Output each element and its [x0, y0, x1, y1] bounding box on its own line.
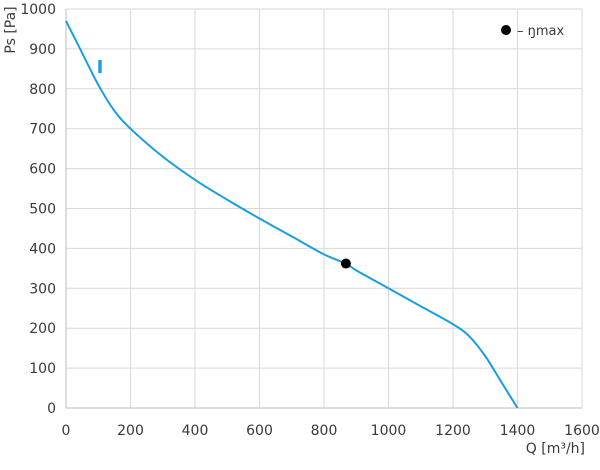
series-line-1 — [65, 20, 519, 409]
x-tick-label: 1400 — [500, 423, 536, 439]
y-tick-label: 100 — [29, 361, 56, 377]
y-tick-label: 900 — [29, 42, 56, 58]
series-layer — [65, 20, 519, 409]
x-tick-label: 1000 — [371, 423, 407, 439]
points-layer — [340, 258, 351, 269]
tick-labels: 0 200 400 600 800 1000 1200 1400 1600 0 100 200 300 4… — [20, 2, 599, 439]
y-tick-label: 400 — [29, 241, 56, 257]
x-tick-label: 200 — [117, 423, 144, 439]
y-tick-label: 200 — [29, 321, 56, 337]
y-tick-label: 800 — [29, 82, 56, 98]
x-tick-label: 800 — [311, 423, 338, 439]
legend-marker — [501, 25, 511, 35]
legend-label: – ŋmax — [517, 24, 565, 39]
y-tick-label: 500 — [29, 202, 56, 218]
x-tick-label: 1600 — [564, 423, 600, 439]
eta-max-point — [340, 258, 351, 269]
x-tick-label: 0 — [62, 423, 71, 439]
y-axis-title: Ps [Pa] — [3, 6, 19, 53]
y-tick-label: 700 — [29, 122, 56, 138]
x-tick-label: 400 — [182, 423, 209, 439]
x-tick-label: 1200 — [435, 423, 471, 439]
y-tick-label: 0 — [47, 401, 56, 417]
grid — [66, 8, 583, 408]
x-tick-label: 600 — [246, 423, 273, 439]
legend: – ŋmax — [501, 24, 565, 39]
axes — [65, 9, 582, 409]
y-tick-label: 600 — [29, 162, 56, 178]
y-tick-label: 300 — [29, 281, 56, 297]
x-axis-title: Q [m³/h] — [526, 441, 585, 457]
series-label: I — [97, 57, 104, 78]
y-tick-label: 1000 — [20, 2, 56, 18]
